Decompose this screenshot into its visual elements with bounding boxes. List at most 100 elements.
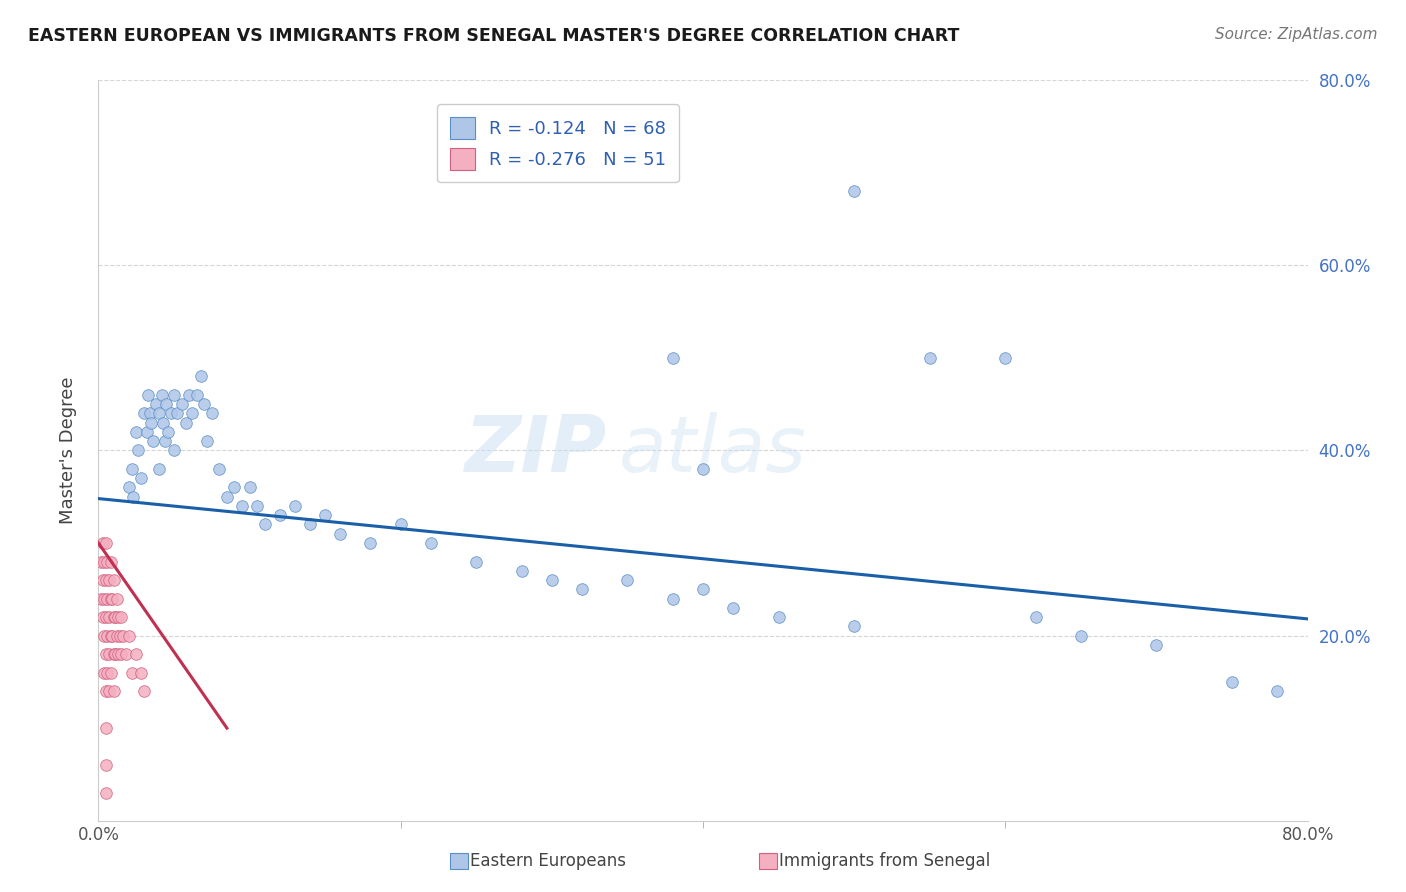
Point [360, 536, 382, 550]
Point [98, 647, 121, 661]
Point [100, 554, 122, 569]
Point [104, 647, 127, 661]
Point [150, 388, 173, 402]
Text: atlas: atlas [619, 412, 806, 489]
Point [94, 758, 117, 772]
Point [93, 665, 115, 680]
Point [98, 684, 121, 698]
Point [844, 619, 866, 633]
Point [692, 582, 714, 597]
Point [105, 628, 128, 642]
Point [90, 554, 112, 569]
Point [152, 416, 174, 430]
Text: ZIP: ZIP [464, 412, 606, 489]
Point [1024, 610, 1046, 624]
Point [723, 600, 745, 615]
Point [1220, 674, 1243, 689]
Point [122, 490, 145, 504]
Point [110, 610, 132, 624]
Point [101, 628, 124, 642]
Point [166, 407, 188, 421]
Point [918, 351, 941, 365]
Point [314, 508, 336, 523]
Point [231, 499, 253, 513]
Point [420, 536, 443, 550]
Point [118, 628, 141, 642]
Point [96, 665, 118, 680]
Point [94, 647, 117, 661]
Point [195, 434, 218, 449]
Point [94, 610, 117, 624]
Point [170, 397, 193, 411]
Point [111, 628, 134, 642]
Point [125, 425, 148, 439]
Point [91, 610, 114, 624]
Point [94, 536, 117, 550]
Text: Source: ZipAtlas.com: Source: ZipAtlas.com [1215, 27, 1378, 42]
Point [145, 397, 167, 411]
Point [163, 388, 186, 402]
Point [121, 462, 143, 476]
Point [98, 573, 121, 587]
Point [129, 665, 152, 680]
Point [127, 443, 149, 458]
Point [103, 610, 125, 624]
Point [107, 610, 129, 624]
Point [768, 610, 790, 624]
Point [510, 564, 533, 578]
Text: Immigrants from Senegal: Immigrants from Senegal [779, 852, 991, 870]
Point [91, 573, 114, 587]
Point [125, 647, 148, 661]
Point [103, 684, 125, 698]
Point [1144, 638, 1167, 652]
Point [94, 786, 117, 800]
Point [994, 351, 1017, 365]
Point [135, 425, 157, 439]
Point [91, 536, 114, 550]
Point [114, 647, 136, 661]
Point [105, 591, 128, 606]
Point [253, 517, 276, 532]
Point [186, 388, 208, 402]
Point [132, 407, 155, 421]
Point [107, 647, 129, 661]
Point [96, 554, 118, 569]
Point [465, 554, 488, 569]
Point [142, 434, 165, 449]
Text: EASTERN EUROPEAN VS IMMIGRANTS FROM SENEGAL MASTER'S DEGREE CORRELATION CHART: EASTERN EUROPEAN VS IMMIGRANTS FROM SENE… [28, 27, 959, 45]
Point [156, 425, 179, 439]
Point [1267, 684, 1289, 698]
Point [100, 628, 122, 642]
Point [108, 628, 131, 642]
Point [94, 573, 117, 587]
Point [100, 591, 122, 606]
Point [174, 416, 197, 430]
Point [389, 517, 412, 532]
Point [93, 554, 115, 569]
Point [571, 582, 593, 597]
Point [141, 416, 163, 430]
Point [692, 462, 714, 476]
Point [190, 369, 212, 384]
Point [129, 471, 152, 485]
Point [103, 573, 125, 587]
Point [284, 499, 307, 513]
Point [246, 499, 269, 513]
Point [661, 351, 683, 365]
Point [1070, 628, 1092, 642]
Point [139, 407, 162, 421]
Point [136, 388, 159, 402]
Point [103, 647, 125, 661]
Point [153, 434, 176, 449]
Point [148, 407, 170, 421]
Point [100, 665, 122, 680]
Point [179, 388, 201, 402]
Point [201, 407, 224, 421]
Point [239, 481, 262, 495]
Point [181, 407, 204, 421]
Point [148, 462, 170, 476]
Point [101, 591, 124, 606]
Point [193, 397, 215, 411]
Point [215, 490, 238, 504]
Point [616, 573, 638, 587]
